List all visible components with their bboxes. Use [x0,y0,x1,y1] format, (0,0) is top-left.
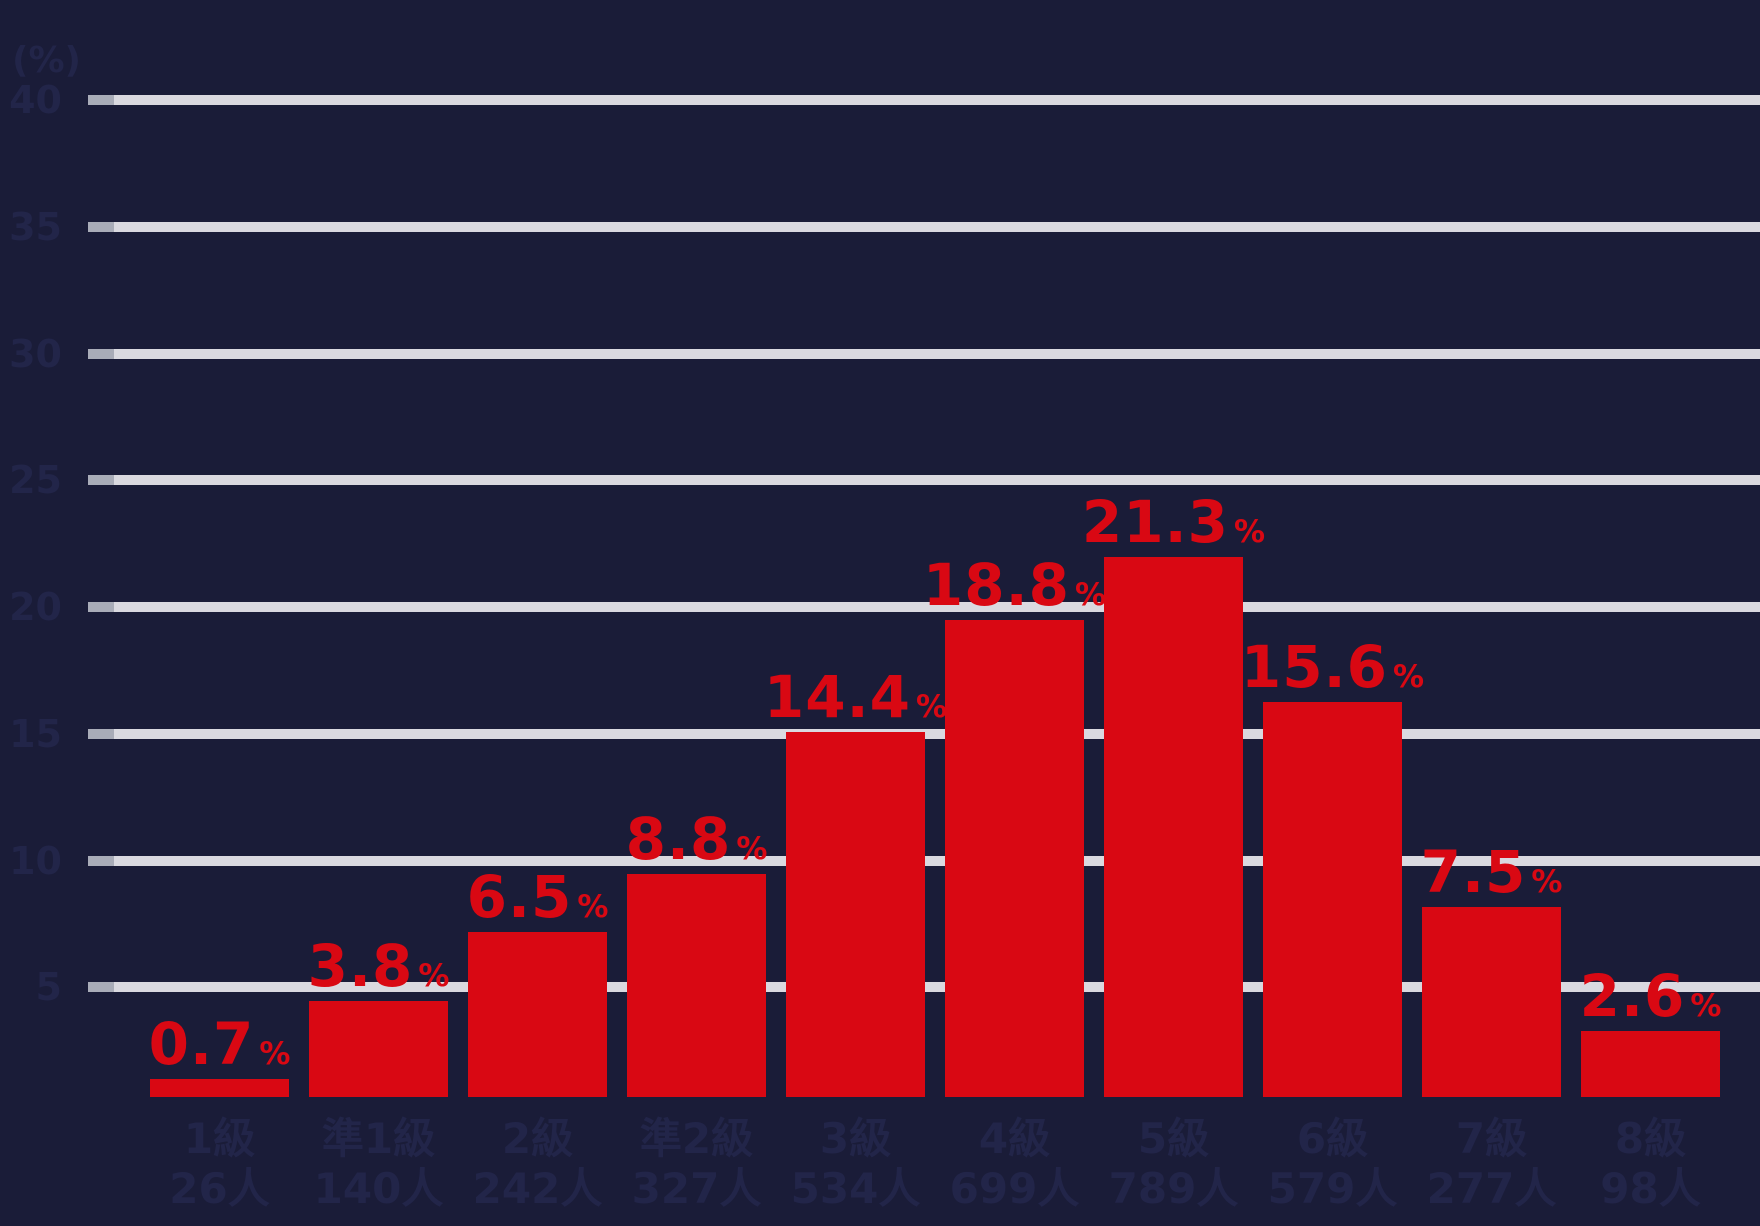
bar-4級 [945,620,1084,1097]
x-axis-category-label: 5級 [1137,1114,1210,1163]
bar-value-label: 14.4% [736,668,976,726]
bar-value-label: 21.3% [1054,493,1294,551]
gridline-tick [88,349,114,359]
x-axis-category-label: 8級 [1614,1114,1687,1163]
bar-3級 [786,732,925,1097]
bar-value-percent-sign: % [916,689,948,725]
bar-value-number: 6.5 [466,863,573,931]
gridline-tick [88,982,114,992]
bar-value-number: 21.3 [1081,488,1230,556]
bar-value-number: 7.5 [1420,838,1527,906]
gridline-tick [88,602,114,612]
bar-value-percent-sign: % [1690,988,1722,1024]
gridline [114,602,1760,612]
bar-5級 [1104,557,1243,1097]
y-axis-tick-label: 5 [35,965,62,1009]
gridline-tick [88,222,114,232]
bar-value-number: 15.6 [1240,633,1389,701]
gridline [114,856,1760,866]
bar-value-percent-sign: % [1075,577,1107,613]
bar-7級 [1422,907,1561,1097]
bar-準2級 [627,874,766,1097]
y-axis-tick-label: 30 [9,332,62,376]
y-axis-tick-label: 40 [9,78,62,122]
gridline [114,95,1760,105]
bar-value-percent-sign: % [418,958,450,994]
bar-value-percent-sign: % [259,1036,291,1072]
bar-value-label: 2.6% [1531,967,1760,1025]
x-axis-count-label: 277人 [1426,1164,1557,1213]
bar-value-label: 6.5% [418,868,658,926]
bar-value-percent-sign: % [736,831,768,867]
x-axis-count-label: 242人 [472,1164,603,1213]
x-axis-category-label: 6級 [1296,1114,1369,1163]
gridline-tick [88,95,114,105]
bar-value-label: 7.5% [1372,843,1612,901]
bar-value-label: 8.8% [577,810,817,868]
gridline-tick [88,856,114,866]
y-axis-tick-label: 25 [9,458,62,502]
y-axis-unit-label: (%) [12,40,81,81]
bar-2級 [468,932,607,1097]
bar-value-label: 3.8% [259,937,499,995]
x-axis-count-label: 26人 [169,1164,270,1213]
bar-value-number: 8.8 [625,805,732,873]
x-axis-count-label: 140人 [313,1164,444,1213]
gridline [114,349,1760,359]
x-axis-category-label: 7級 [1455,1114,1528,1163]
x-axis-category-label: 1級 [183,1114,256,1163]
bar-value-number: 14.4 [763,663,912,731]
x-axis-category-label: 4級 [978,1114,1051,1163]
x-axis-count-label: 699人 [949,1164,1080,1213]
x-axis-count-label: 98人 [1600,1164,1701,1213]
bar-value-number: 2.6 [1579,962,1686,1030]
bar-value-percent-sign: % [1531,864,1563,900]
bar-6級 [1263,702,1402,1097]
x-axis-category-label: 準2級 [639,1114,754,1163]
y-axis-tick-label: 20 [9,585,62,629]
y-axis-tick-label: 35 [9,205,62,249]
gridline [114,729,1760,739]
bar-value-label: 18.8% [895,556,1135,614]
gridline [114,222,1760,232]
bar-value-number: 3.8 [307,932,414,1000]
bar-準1級 [309,1001,448,1097]
bar-8級 [1581,1031,1720,1097]
bar-value-label: 0.7% [100,1015,340,1073]
bar-1級 [150,1079,289,1097]
x-axis-category-label: 2級 [501,1114,574,1163]
gridline-tick [88,729,114,739]
bar-value-percent-sign: % [1234,514,1266,550]
bar-value-percent-sign: % [577,889,609,925]
x-axis-category-label: 準1級 [321,1114,436,1163]
bar-value-number: 0.7 [148,1010,255,1078]
x-axis-count-label: 327人 [631,1164,762,1213]
bar-value-label: 15.6% [1213,638,1453,696]
x-axis-category-label: 3級 [819,1114,892,1163]
gridline [114,475,1760,485]
bar-value-number: 18.8 [922,551,1071,619]
x-axis-count-label: 534人 [790,1164,921,1213]
gridline-tick [88,475,114,485]
x-axis-count-label: 789人 [1108,1164,1239,1213]
y-axis-tick-label: 15 [9,712,62,756]
x-axis-count-label: 579人 [1267,1164,1398,1213]
bar-value-percent-sign: % [1393,659,1425,695]
y-axis-tick-label: 10 [9,839,62,883]
gridline [114,982,1760,992]
